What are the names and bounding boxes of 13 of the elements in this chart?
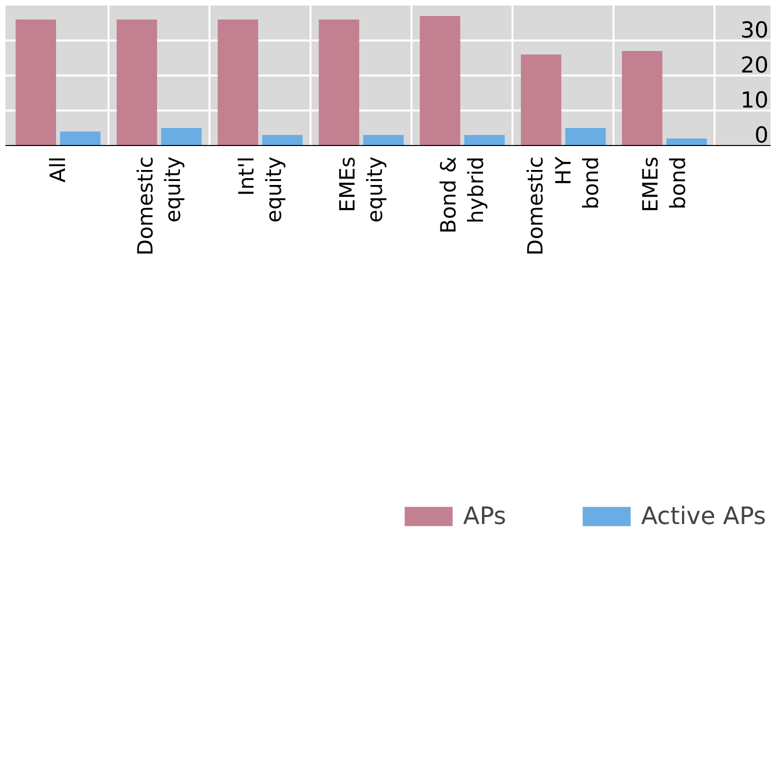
legend-label: Active APs: [641, 502, 766, 530]
x-tick-label: Domestic HY bond: [524, 156, 603, 256]
x-tick-label: Bond & hybrid: [436, 156, 488, 234]
x-tick-label: All: [46, 156, 70, 183]
x-tick-label: Domestic equity: [133, 156, 185, 256]
y-tick-label: 20: [740, 54, 768, 79]
x-tick-label: EMEs equity: [335, 156, 388, 223]
y-tick-label: 0: [754, 124, 768, 149]
legend-label: APs: [463, 502, 506, 530]
y-tick-label: 10: [740, 88, 768, 114]
x-tick-label: Int'l equity: [234, 156, 286, 223]
x-tick-label: EMEs bond: [638, 156, 690, 212]
y-tick-label: 30: [740, 18, 768, 44]
